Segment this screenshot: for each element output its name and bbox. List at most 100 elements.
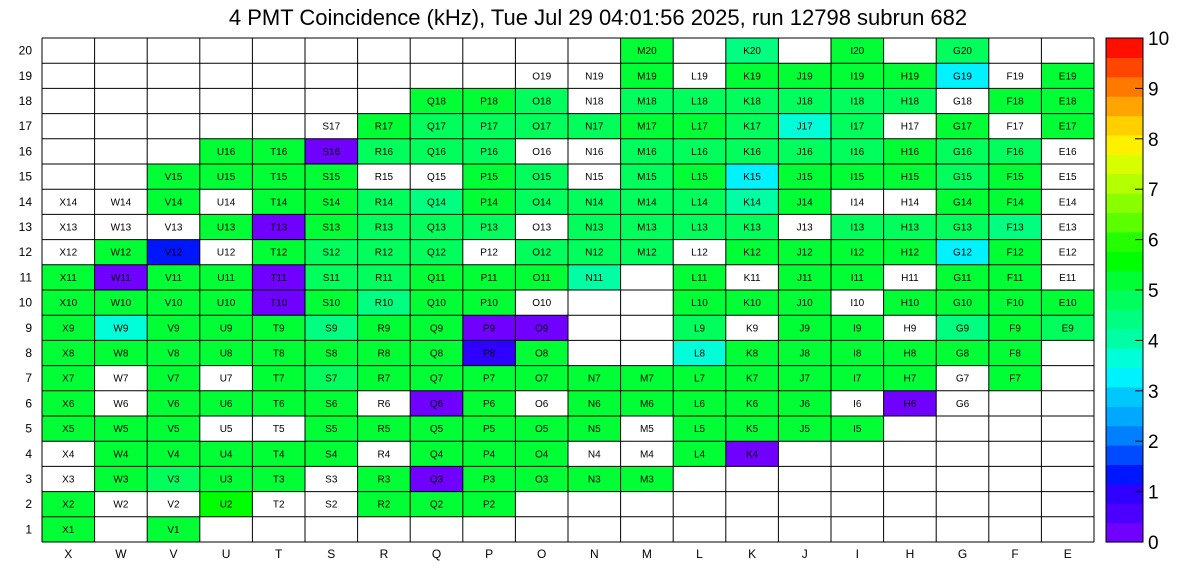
cell-N11 <box>568 264 621 290</box>
cell-label-X5: X5 <box>62 424 75 435</box>
cell-V10 <box>147 290 200 316</box>
cell-label-M13: M13 <box>637 223 657 234</box>
cell-label-J17: J17 <box>797 122 814 133</box>
cell-label-S14: S14 <box>322 197 340 208</box>
cell-T9 <box>252 315 305 341</box>
cell-label-F8: F8 <box>1009 349 1021 360</box>
cell-label-N16: N16 <box>585 147 604 158</box>
cell-H18 <box>883 88 937 114</box>
cell-R7 <box>357 365 411 391</box>
cell-label-V8: V8 <box>167 349 180 360</box>
cell-label-O3: O3 <box>535 475 549 486</box>
cell-label-K11: K11 <box>744 273 761 284</box>
cell-label-F13: F13 <box>1006 223 1024 234</box>
cell-N12 <box>568 239 621 265</box>
cell-label-G18: G18 <box>953 97 972 108</box>
cell-label-M5: M5 <box>640 424 654 435</box>
cell-label-R8: R8 <box>378 349 391 360</box>
x-tick-label: T <box>275 547 283 561</box>
cell-label-P11: P11 <box>481 273 498 284</box>
cell-label-S17: S17 <box>322 122 340 133</box>
cell-label-I9: I9 <box>853 323 862 334</box>
cell-label-P4: P4 <box>483 449 496 460</box>
cell-M15 <box>620 164 674 190</box>
cell-L5 <box>673 416 726 442</box>
cell-label-K12: K12 <box>743 248 761 259</box>
cell-label-U2: U2 <box>220 500 233 511</box>
cell-J8 <box>778 340 831 366</box>
cell-label-R12: R12 <box>375 248 394 259</box>
cell-label-S3: S3 <box>325 475 338 486</box>
cell-label-X14: X14 <box>59 197 77 208</box>
cell-label-W7: W7 <box>113 374 128 385</box>
colorbar-segment <box>1106 154 1143 175</box>
cell-label-U9: U9 <box>220 323 233 334</box>
cell-label-I13: I13 <box>850 223 864 234</box>
colorbar-segment <box>1106 251 1143 272</box>
cell-J14 <box>778 189 831 215</box>
cell-S14 <box>305 189 358 215</box>
cell-R11 <box>357 264 411 290</box>
cell-N14 <box>568 189 621 215</box>
cell-label-P13: P13 <box>480 223 498 234</box>
cell-U13 <box>199 214 253 240</box>
cell-label-N15: N15 <box>585 172 604 183</box>
cell-S10 <box>305 290 358 316</box>
cell-label-O13: O13 <box>532 223 551 234</box>
cell-W10 <box>94 290 148 316</box>
cell-O8 <box>515 340 568 366</box>
cell-label-Q13: Q13 <box>427 223 446 234</box>
y-tick-label: 3 <box>25 472 32 486</box>
cell-V12 <box>147 239 200 265</box>
cell-label-T16: T16 <box>270 147 288 158</box>
cell-label-R3: R3 <box>378 475 391 486</box>
cell-L15 <box>673 164 726 190</box>
cell-label-X10: X10 <box>59 298 77 309</box>
cell-label-T12: T12 <box>270 248 288 259</box>
y-tick-label: 20 <box>19 44 33 58</box>
cell-label-P15: P15 <box>480 172 498 183</box>
cell-label-E12: E12 <box>1059 248 1077 259</box>
cell-R14 <box>357 189 411 215</box>
cell-G16 <box>936 138 989 164</box>
cell-label-N7: N7 <box>588 374 601 385</box>
y-tick-label: 6 <box>25 396 32 410</box>
cell-P14 <box>462 189 516 215</box>
cell-label-U15: U15 <box>217 172 236 183</box>
cell-label-G20: G20 <box>953 46 972 57</box>
cell-F13 <box>988 214 1042 240</box>
y-tick-label: 14 <box>19 195 33 209</box>
cell-label-O18: O18 <box>532 97 551 108</box>
cell-label-X1: X1 <box>62 525 75 536</box>
cell-label-G13: G13 <box>953 223 972 234</box>
colorbar-segment <box>1106 464 1143 485</box>
cell-F16 <box>988 138 1042 164</box>
cell-P2 <box>462 491 516 517</box>
cell-J9 <box>778 315 831 341</box>
cell-label-W13: W13 <box>111 223 132 234</box>
cell-label-N18: N18 <box>585 97 604 108</box>
x-tick-label: P <box>485 547 493 561</box>
cell-label-T2: T2 <box>273 500 285 511</box>
cell-R13 <box>357 214 411 240</box>
colorbar-tick-label: 6 <box>1148 231 1159 252</box>
cell-label-I15: I15 <box>850 172 864 183</box>
cell-label-U11: U11 <box>217 273 235 284</box>
cell-label-G14: G14 <box>953 197 972 208</box>
y-tick-label: 5 <box>25 422 32 436</box>
cell-N7 <box>568 365 621 391</box>
cell-M20 <box>620 38 674 64</box>
cell-label-R4: R4 <box>378 449 391 460</box>
cell-L7 <box>673 365 726 391</box>
cell-U2 <box>199 491 253 517</box>
cell-label-I14: I14 <box>850 197 864 208</box>
cell-label-K10: K10 <box>743 298 761 309</box>
cell-T6 <box>252 390 305 416</box>
colorbar-segment <box>1106 38 1143 58</box>
cell-V8 <box>147 340 200 366</box>
cell-S9 <box>305 315 358 341</box>
colorbar-segment <box>1106 348 1143 369</box>
x-tick-label: X <box>64 547 72 561</box>
cell-label-J6: J6 <box>799 399 810 410</box>
y-tick-label: 12 <box>19 245 33 259</box>
